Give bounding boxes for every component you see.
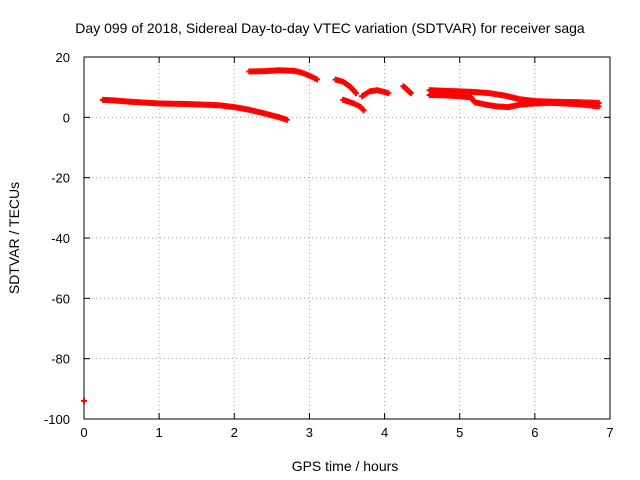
data-point [81,397,87,404]
x-tick-label: 6 [531,425,538,440]
data-point [353,90,360,97]
data-point [385,90,392,97]
y-tick-label: -40 [51,231,70,246]
x-tick-label: 5 [456,425,463,440]
grid [84,57,610,419]
x-tick-label: 3 [306,425,313,440]
y-tick-label: -20 [51,171,70,186]
x-axis-label: GPS time / hours [292,458,399,474]
y-tick-label: 20 [56,50,70,65]
x-tick-label: 1 [156,425,163,440]
x-tick-label: 0 [80,425,87,440]
y-axis-label: SDTVAR / TECUs [6,182,22,294]
data-point [595,103,602,110]
y-tick-label: 0 [63,110,70,125]
x-tick-label: 4 [381,425,388,440]
data-points [81,67,602,404]
data-point [407,90,414,97]
y-tick-label: -80 [51,352,70,367]
data-point [283,116,290,123]
plot-frame [83,56,611,420]
chart-title: Day 099 of 2018, Sidereal Day-to-day VTE… [75,20,585,36]
x-tick-label: 7 [606,425,613,440]
x-axis-ticks: 0 1 2 3 4 5 6 7 [80,57,614,440]
data-point [313,76,320,83]
x-tick-label: 2 [231,425,238,440]
data-point [360,107,367,114]
y-tick-label: -100 [44,412,70,427]
y-axis-ticks: 20 0 -20 -40 -60 -80 -100 [44,50,610,427]
y-tick-label: -60 [51,291,70,306]
